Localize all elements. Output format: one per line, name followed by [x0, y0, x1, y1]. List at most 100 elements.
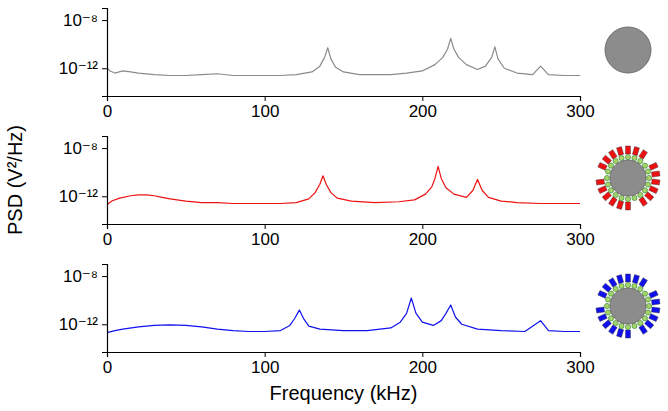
ligand-block	[602, 155, 611, 164]
particle-icon	[605, 27, 651, 73]
x-tick: 0	[103, 96, 112, 121]
ligand-block	[651, 179, 660, 185]
x-tick-label: 100	[251, 358, 279, 377]
x-tick-mark	[580, 96, 581, 101]
particle-core	[610, 288, 646, 324]
ligand-block	[626, 330, 631, 338]
y-tick-mark	[102, 196, 107, 197]
shell-bead	[619, 283, 624, 288]
figure: 0 100 200 300 10⁻⁸ 10⁻¹² 0 100 200 300 10⁻⁸ 10⁻¹² PS…	[0, 0, 668, 411]
x-tick-mark	[265, 352, 266, 357]
y-tick-label: 10⁻⁸	[63, 267, 98, 286]
x-tick-label: 300	[566, 358, 594, 377]
ligand-block	[632, 275, 639, 284]
ligand-block	[596, 307, 605, 313]
plot-area	[107, 38, 580, 75]
x-axis-line	[108, 353, 581, 358]
ligand-block	[598, 162, 607, 170]
x-tick: 300	[566, 352, 594, 377]
shell-bead	[625, 196, 630, 201]
panel: 0 100 200 300 10⁻⁸ 10⁻¹²	[59, 265, 660, 378]
y-tick-label: 10⁻⁸	[63, 139, 98, 158]
ligand-block	[598, 314, 607, 322]
y-axis-line	[102, 137, 108, 225]
y-axis: 10⁻⁸ 10⁻¹²	[59, 265, 108, 353]
ligand-block	[626, 202, 631, 210]
shell-bead	[605, 169, 610, 174]
shell-bead	[645, 182, 650, 187]
x-tick-mark	[265, 224, 266, 229]
y-axis-line	[102, 9, 108, 97]
y-tick: 10⁻¹²	[59, 187, 107, 206]
y-tick-mark	[102, 324, 107, 325]
x-tick-mark	[422, 224, 423, 229]
x-axis-line	[108, 225, 581, 230]
y-tick-label: 10⁻¹²	[59, 187, 99, 206]
y-axis: 10⁻⁸ 10⁻¹²	[59, 137, 108, 225]
ligand-block	[626, 146, 631, 154]
ligand-block	[649, 162, 658, 170]
x-axis-title: Frequency (kHz)	[270, 382, 418, 404]
shell-bead	[604, 303, 609, 308]
x-tick-mark	[422, 96, 423, 101]
ligand-block	[602, 283, 611, 292]
shell-bead	[632, 283, 637, 288]
shell-bead	[645, 169, 650, 174]
ligand-block	[651, 171, 660, 177]
x-tick-label: 100	[251, 230, 279, 249]
y-tick-label: 10⁻⁸	[63, 11, 98, 30]
shell-bead	[619, 195, 624, 200]
ligand-block	[602, 192, 611, 201]
ligand-block	[609, 325, 618, 334]
ligand-block	[609, 197, 618, 206]
shell-bead	[605, 310, 610, 315]
y-tick-mark	[102, 68, 107, 69]
particle-icon	[596, 274, 660, 338]
shell-bead	[625, 154, 630, 159]
ligand-block	[609, 150, 618, 159]
x-tick-label: 200	[409, 230, 437, 249]
ligand-block	[617, 147, 624, 156]
ligand-block	[632, 147, 639, 156]
particle-core	[610, 160, 646, 196]
shell-bead	[645, 310, 650, 315]
ligand-block	[596, 179, 605, 185]
ligand-block	[645, 320, 654, 329]
x-tick-label: 0	[103, 102, 112, 121]
y-tick-label: 10⁻¹²	[59, 59, 99, 78]
shell-bead	[625, 282, 630, 287]
y-axis-title: PSD (V²/Hz)	[4, 125, 26, 235]
particle-core	[605, 27, 651, 73]
shell-bead	[619, 323, 624, 328]
ligand-block	[649, 290, 658, 298]
ligand-block	[639, 325, 648, 334]
x-tick-label: 300	[566, 102, 594, 121]
panel: 010020030010⁻⁸10⁻¹²	[59, 9, 651, 122]
x-tick-mark	[580, 352, 581, 357]
y-tick: 10⁻⁸	[63, 11, 107, 30]
x-tick: 200	[409, 224, 437, 249]
shell-bead	[632, 155, 637, 160]
y-tick: 10⁻¹²	[59, 315, 107, 334]
x-axis: 0100200300	[103, 224, 595, 249]
shell-bead	[604, 175, 609, 180]
x-tick-mark	[265, 96, 266, 101]
ligand-block	[649, 314, 658, 322]
y-axis: 10⁻⁸ 10⁻¹²	[59, 9, 108, 97]
ligand-block	[651, 307, 660, 313]
y-tick-mark	[102, 20, 107, 21]
x-tick: 0	[103, 352, 112, 377]
y-tick: 10⁻⁸	[63, 139, 107, 158]
ligand-block	[617, 275, 624, 284]
shell-bead	[605, 182, 610, 187]
spectrum-line	[107, 298, 580, 333]
x-tick-mark	[422, 352, 423, 357]
ligand-block	[639, 197, 648, 206]
x-tick: 300	[566, 96, 594, 121]
ligand-block	[645, 192, 654, 201]
ligand-block	[598, 186, 607, 194]
x-tick-label: 200	[409, 358, 437, 377]
ligand-block	[649, 186, 658, 194]
y-axis-line	[102, 265, 108, 353]
spectrum-line	[107, 166, 580, 204]
